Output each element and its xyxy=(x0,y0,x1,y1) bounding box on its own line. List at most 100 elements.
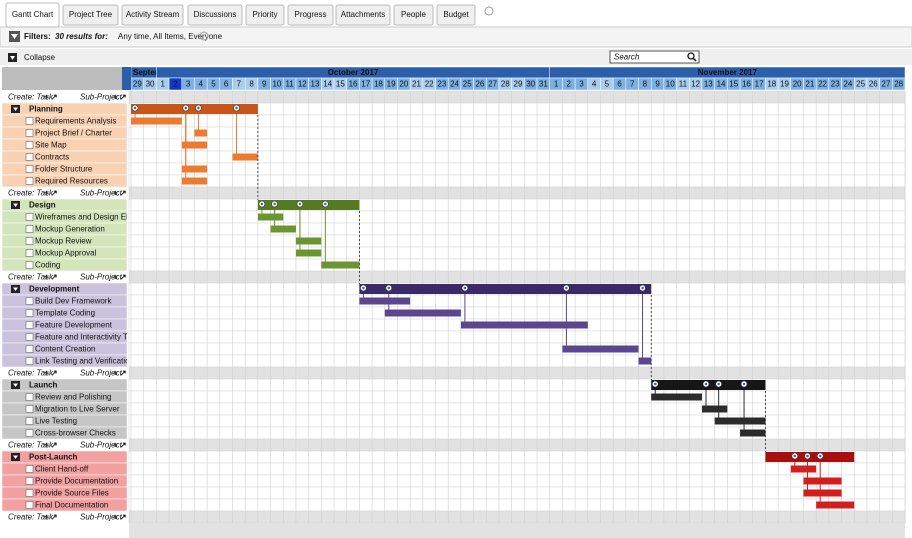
task-bar[interactable] xyxy=(257,213,284,221)
task-checkbox[interactable] xyxy=(25,501,34,509)
task-checkbox[interactable] xyxy=(25,237,34,245)
tab[interactable] xyxy=(287,4,334,26)
tab-label[interactable]: Priority xyxy=(253,10,278,19)
task-checkbox[interactable] xyxy=(25,213,34,221)
task-bar[interactable] xyxy=(701,405,728,413)
task-name[interactable]: Review and Polishing xyxy=(35,393,112,402)
task-checkbox[interactable] xyxy=(25,429,34,437)
task-bar[interactable] xyxy=(803,477,842,485)
task-name[interactable]: Migration to Live Server xyxy=(35,405,120,414)
task-bar[interactable] xyxy=(562,345,639,353)
sub-project[interactable]: Sub-Project xyxy=(80,513,123,522)
task-bar[interactable] xyxy=(714,417,766,425)
task-name[interactable]: Feature and Interactivity Testing xyxy=(35,333,148,342)
task-name[interactable]: Folder Structure xyxy=(35,165,93,174)
task-bar[interactable] xyxy=(181,165,208,173)
create-task[interactable]: Create: Task xyxy=(8,369,54,378)
task-bar[interactable] xyxy=(638,357,652,365)
tab-label[interactable]: Project Tree xyxy=(69,10,113,19)
task-bar[interactable] xyxy=(270,225,296,233)
tab[interactable] xyxy=(335,4,391,26)
group-bar[interactable] xyxy=(257,200,360,210)
tab-label[interactable]: Progress xyxy=(294,10,326,19)
task-checkbox[interactable] xyxy=(25,177,34,185)
task-checkbox[interactable] xyxy=(25,417,34,425)
task-checkbox[interactable] xyxy=(25,465,34,473)
tab[interactable] xyxy=(436,4,476,26)
task-name[interactable]: Required Resources xyxy=(35,177,108,186)
task-bar[interactable] xyxy=(359,297,411,305)
task-name[interactable]: Provide Documentation xyxy=(35,477,118,486)
tab-label[interactable]: People xyxy=(401,10,426,19)
task-name[interactable]: Content Creation xyxy=(35,345,95,354)
tab[interactable] xyxy=(393,4,434,26)
create-task[interactable]: Create: Task xyxy=(8,189,54,198)
task-checkbox[interactable] xyxy=(25,165,34,173)
tab-label[interactable]: Activity Stream xyxy=(126,10,180,19)
task-bar[interactable] xyxy=(460,321,588,329)
task-bar[interactable] xyxy=(384,309,461,317)
search-icon[interactable] xyxy=(687,52,695,60)
group-name[interactable]: Post-Launch xyxy=(29,453,78,462)
group-name[interactable]: Launch xyxy=(29,381,58,390)
tab-label[interactable]: Discussions xyxy=(194,10,237,19)
create-task[interactable]: Create: Task xyxy=(8,441,54,450)
task-checkbox[interactable] xyxy=(25,129,34,137)
task-name[interactable]: Final Documentation xyxy=(35,501,108,510)
task-name[interactable]: Project Brief / Charter xyxy=(35,129,112,138)
task-checkbox[interactable] xyxy=(25,333,34,341)
group-name[interactable]: Planning xyxy=(29,105,63,114)
task-bar[interactable] xyxy=(194,129,208,137)
tab[interactable] xyxy=(187,4,243,26)
task-name[interactable]: Cross-browser Checks xyxy=(35,429,116,438)
task-name[interactable]: Coding xyxy=(35,261,60,270)
task-bar[interactable] xyxy=(295,249,322,257)
task-name[interactable]: Build Dev Framework xyxy=(35,297,112,306)
collapse-label[interactable]: Collapse xyxy=(24,53,56,62)
task-name[interactable]: Provide Source Files xyxy=(35,489,109,498)
sub-project[interactable]: Sub-Project xyxy=(80,273,123,282)
task-name[interactable]: Mockup Review xyxy=(35,237,92,246)
task-name[interactable]: Feature Development xyxy=(35,321,113,330)
task-bar[interactable] xyxy=(131,117,182,125)
help-icon[interactable] xyxy=(484,6,494,16)
task-checkbox[interactable] xyxy=(25,225,34,233)
task-name[interactable]: Contracts xyxy=(35,153,69,162)
task-checkbox[interactable] xyxy=(25,309,34,317)
task-checkbox[interactable] xyxy=(25,261,34,269)
task-checkbox[interactable] xyxy=(25,357,34,365)
task-name[interactable]: Requirements Analysis xyxy=(35,117,116,126)
search-input[interactable] xyxy=(609,50,700,64)
task-name[interactable]: Mockup Generation xyxy=(35,225,105,234)
task-checkbox[interactable] xyxy=(25,321,34,329)
task-name[interactable]: Link Testing and Verification xyxy=(35,357,134,366)
tab[interactable] xyxy=(5,2,60,28)
task-checkbox[interactable] xyxy=(25,117,34,125)
task-bar[interactable] xyxy=(295,237,322,245)
task-checkbox[interactable] xyxy=(25,393,34,401)
create-task[interactable]: Create: Task xyxy=(8,273,54,282)
tab[interactable] xyxy=(121,4,184,26)
task-bar[interactable] xyxy=(321,261,360,269)
tab-label[interactable]: Gantt Chart xyxy=(12,10,54,19)
tab-label[interactable]: Budget xyxy=(443,10,469,19)
task-checkbox[interactable] xyxy=(25,249,34,257)
task-bar[interactable] xyxy=(651,393,702,401)
task-bar[interactable] xyxy=(790,465,817,473)
create-task[interactable]: Create: Task xyxy=(8,513,54,522)
task-checkbox[interactable] xyxy=(25,345,34,353)
group-bar[interactable] xyxy=(131,104,258,114)
task-name[interactable]: Mockup Approval xyxy=(35,249,97,258)
task-name[interactable]: Site Map xyxy=(35,141,67,150)
task-checkbox[interactable] xyxy=(25,489,34,497)
task-bar[interactable] xyxy=(740,429,766,437)
sub-project[interactable]: Sub-Project xyxy=(80,441,123,450)
task-bar[interactable] xyxy=(181,177,208,185)
group-name[interactable]: Development xyxy=(29,285,80,294)
task-bar[interactable] xyxy=(232,153,258,161)
task-checkbox[interactable] xyxy=(25,477,34,485)
sub-project[interactable]: Sub-Project xyxy=(80,369,123,378)
group-name[interactable]: Design xyxy=(29,201,56,210)
group-bar[interactable] xyxy=(359,284,652,294)
create-task[interactable]: Create: Task xyxy=(8,93,54,102)
